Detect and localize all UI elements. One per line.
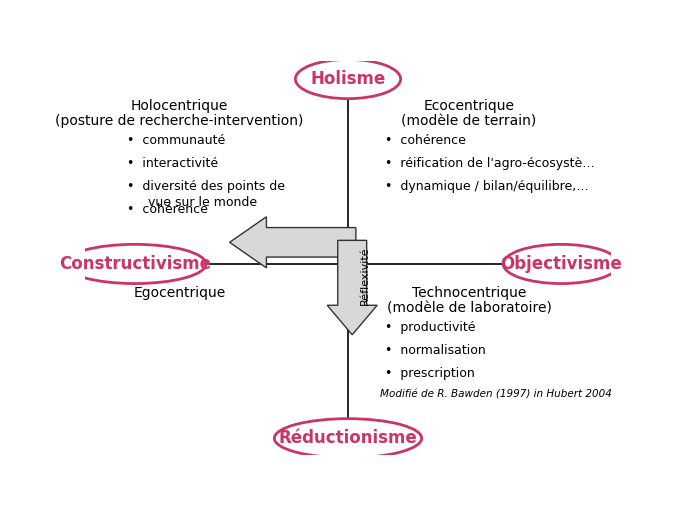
Text: Holocentrique: Holocentrique <box>131 99 228 113</box>
Ellipse shape <box>295 59 401 99</box>
Text: •  réification de l'agro-écosystè…: • réification de l'agro-écosystè… <box>385 157 595 170</box>
Text: •  normalisation: • normalisation <box>385 344 485 357</box>
Text: (posture de recherche-intervention): (posture de recherche-intervention) <box>56 114 304 128</box>
Text: Modifié de R. Bawden (1997) in Hubert 2004: Modifié de R. Bawden (1997) in Hubert 20… <box>380 390 611 400</box>
Text: •  prescription: • prescription <box>385 367 475 380</box>
Text: Réflexivité: Réflexivité <box>360 246 370 305</box>
Text: •  productivité: • productivité <box>385 321 475 334</box>
Text: •  diversité des points de: • diversité des points de <box>127 180 285 193</box>
Text: Constructivisme: Constructivisme <box>59 255 211 273</box>
Ellipse shape <box>274 419 422 458</box>
Text: •  interactivité: • interactivité <box>127 157 218 170</box>
Text: Réductionisme: Réductionisme <box>278 429 418 447</box>
Text: •  cohérence: • cohérence <box>127 202 208 216</box>
Text: Egocentrique: Egocentrique <box>134 286 225 299</box>
Text: •  dynamique / bilan/équilibre,…: • dynamique / bilan/équilibre,… <box>385 180 589 193</box>
FancyArrow shape <box>230 217 356 268</box>
Text: (modèle de laboratoire): (modèle de laboratoire) <box>386 301 551 315</box>
Ellipse shape <box>64 244 206 284</box>
Text: Ecocentrique: Ecocentrique <box>424 99 515 113</box>
FancyArrow shape <box>327 240 378 335</box>
Text: •  communauté: • communauté <box>127 134 225 147</box>
Text: Technocentrique: Technocentrique <box>412 286 526 299</box>
Text: •  cohérence: • cohérence <box>385 134 466 147</box>
Text: Holisme: Holisme <box>310 70 386 88</box>
Text: vue sur le monde: vue sur le monde <box>148 196 257 210</box>
Text: (modèle de terrain): (modèle de terrain) <box>401 114 536 128</box>
Text: Objectivisme: Objectivisme <box>500 255 622 273</box>
Ellipse shape <box>503 244 619 284</box>
